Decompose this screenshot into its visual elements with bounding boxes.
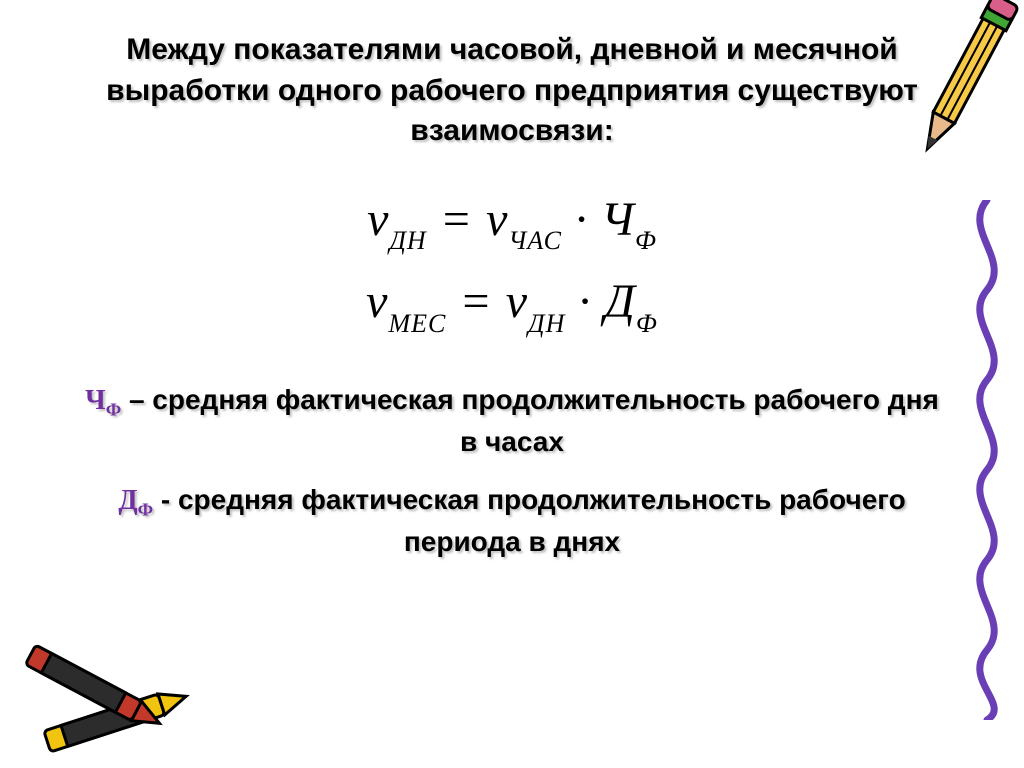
legend-row-2: ДФ - средняя фактическая продолжительнос… (80, 480, 944, 562)
f2-lhs-sub: МЕС (388, 309, 446, 338)
legend: ЧФ – средняя фактическая продолжительнос… (80, 380, 944, 562)
slide-title: Между показателями часовой, дневной и ме… (80, 30, 944, 152)
f1-rhs1-sub: ЧАС (508, 226, 562, 255)
f2-rhs1-var: ν (506, 275, 528, 328)
f2-lhs-var: ν (366, 275, 388, 328)
squiggle-icon (952, 200, 1022, 720)
legend-sym-1: ЧФ (85, 385, 121, 416)
f1-rhs2-sub: Ф (635, 226, 657, 255)
formula-2: νМЕС = νДН · ДФ (80, 274, 944, 335)
formula-block: νДН = νЧАС · ЧФ νМЕС = νДН · ДФ (80, 192, 944, 335)
f2-op: · (578, 275, 591, 328)
f1-lhs-var: ν (367, 193, 389, 246)
f1-lhs-sub: ДН (389, 226, 426, 255)
f1-rhs1-var: ν (486, 193, 508, 246)
legend-text-2: - средняя фактическая продолжительность … (153, 484, 906, 558)
f1-op: · (575, 193, 588, 246)
legend-row-1: ЧФ – средняя фактическая продолжительнос… (80, 380, 944, 462)
crayons-icon (14, 612, 234, 762)
legend-sym-2: ДФ (118, 485, 153, 516)
f1-rhs2-var: Ч (601, 193, 635, 246)
slide: Между показателями часовой, дневной и ме… (0, 0, 1024, 768)
formula-1: νДН = νЧАС · ЧФ (80, 192, 944, 253)
f2-rhs1-sub: ДН (528, 309, 565, 338)
legend-text-1: – средняя фактическая продолжительность … (121, 384, 939, 458)
f2-rhs2-var: Д (604, 275, 636, 328)
f2-rhs2-sub: Ф (636, 309, 658, 338)
